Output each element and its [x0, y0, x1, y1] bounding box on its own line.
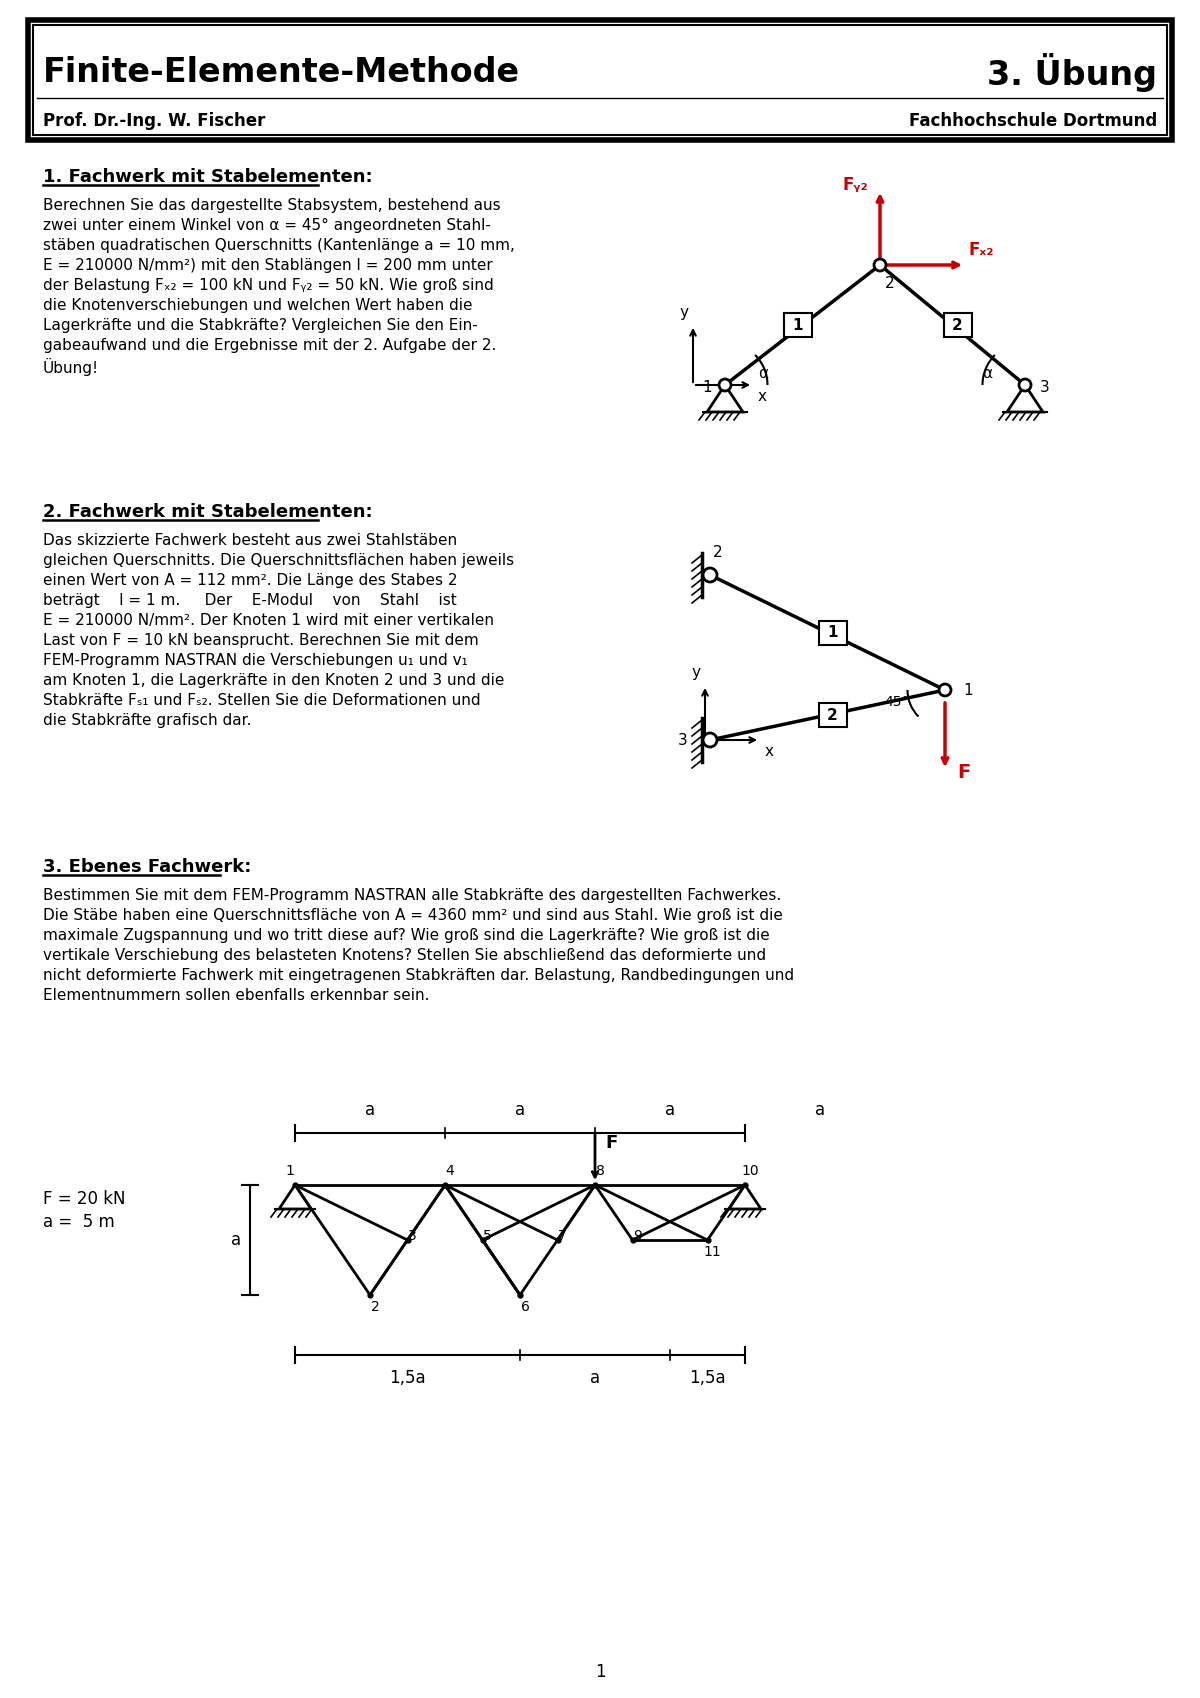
Text: 7: 7	[558, 1229, 566, 1243]
Text: 3: 3	[1040, 379, 1050, 394]
Circle shape	[704, 734, 716, 745]
Text: a: a	[230, 1231, 241, 1250]
Text: 1. Fachwerk mit Stabelementen:: 1. Fachwerk mit Stabelementen:	[43, 168, 373, 187]
FancyBboxPatch shape	[784, 312, 811, 336]
Text: Fₓ₂: Fₓ₂	[968, 241, 994, 260]
Text: 3: 3	[408, 1229, 416, 1243]
Text: 2: 2	[886, 275, 895, 290]
FancyBboxPatch shape	[818, 703, 846, 727]
Text: Stabkräfte Fₛ₁ und Fₛ₂. Stellen Sie die Deformationen und: Stabkräfte Fₛ₁ und Fₛ₂. Stellen Sie die …	[43, 693, 481, 708]
Text: 9: 9	[634, 1229, 642, 1243]
Text: 4: 4	[445, 1165, 455, 1178]
Text: 3: 3	[678, 732, 688, 747]
Text: E = 210000 N/mm². Der Knoten 1 wird mit einer vertikalen: E = 210000 N/mm². Der Knoten 1 wird mit …	[43, 613, 494, 628]
Text: 2: 2	[827, 708, 838, 723]
Text: 1: 1	[827, 625, 838, 640]
Circle shape	[703, 569, 718, 582]
Text: E = 210000 N/mm²) mit den Stablängen l = 200 mm unter: E = 210000 N/mm²) mit den Stablängen l =…	[43, 258, 493, 273]
Text: 1,5a: 1,5a	[389, 1369, 426, 1387]
Text: Prof. Dr.-Ing. W. Fischer: Prof. Dr.-Ing. W. Fischer	[43, 112, 265, 131]
Text: α: α	[758, 365, 768, 380]
Text: Last von F = 10 kN beansprucht. Berechnen Sie mit dem: Last von F = 10 kN beansprucht. Berechne…	[43, 633, 479, 649]
Text: gabeaufwand und die Ergebnisse mit der 2. Aufgabe der 2.: gabeaufwand und die Ergebnisse mit der 2…	[43, 338, 497, 353]
Text: beträgt    l = 1 m.     Der    E-Modul    von    Stahl    ist: beträgt l = 1 m. Der E-Modul von Stahl i…	[43, 593, 457, 608]
Text: F: F	[958, 762, 971, 781]
Text: 8: 8	[595, 1165, 605, 1178]
Text: einen Wert von A = 112 mm². Die Länge des Stabes 2: einen Wert von A = 112 mm². Die Länge de…	[43, 572, 457, 588]
Text: F = 20 kN: F = 20 kN	[43, 1190, 126, 1207]
Text: Berechnen Sie das dargestellte Stabsystem, bestehend aus: Berechnen Sie das dargestellte Stabsyste…	[43, 199, 500, 212]
Text: Bestimmen Sie mit dem FEM-Programm NASTRAN alle Stabkräfte des dargestellten Fac: Bestimmen Sie mit dem FEM-Programm NASTR…	[43, 888, 781, 903]
Polygon shape	[1007, 385, 1043, 413]
FancyBboxPatch shape	[943, 312, 972, 336]
Text: 2: 2	[371, 1301, 379, 1314]
Text: Elementnummern sollen ebenfalls erkennbar sein.: Elementnummern sollen ebenfalls erkennba…	[43, 988, 430, 1004]
Text: der Belastung Fₓ₂ = 100 kN und Fᵧ₂ = 50 kN. Wie groß sind: der Belastung Fₓ₂ = 100 kN und Fᵧ₂ = 50 …	[43, 278, 493, 294]
Text: nicht deformierte Fachwerk mit eingetragenen Stabkräften dar. Belastung, Randbed: nicht deformierte Fachwerk mit eingetrag…	[43, 968, 794, 983]
Text: 1: 1	[702, 379, 712, 394]
Text: a: a	[590, 1369, 600, 1387]
Circle shape	[704, 569, 716, 581]
Text: Lagerkräfte und die Stabkräfte? Vergleichen Sie den Ein-: Lagerkräfte und die Stabkräfte? Vergleic…	[43, 318, 478, 333]
Text: y: y	[692, 666, 701, 679]
Text: 2. Fachwerk mit Stabelementen:: 2. Fachwerk mit Stabelementen:	[43, 503, 373, 521]
Circle shape	[719, 379, 731, 391]
Text: x: x	[758, 389, 767, 404]
Text: 45°: 45°	[884, 694, 910, 710]
Text: 1,5a: 1,5a	[689, 1369, 726, 1387]
Text: gleichen Querschnitts. Die Querschnittsflächen haben jeweils: gleichen Querschnitts. Die Querschnittsf…	[43, 554, 514, 569]
Text: 1: 1	[286, 1165, 294, 1178]
Circle shape	[874, 260, 886, 272]
Text: 10: 10	[742, 1165, 758, 1178]
Text: a: a	[515, 1100, 526, 1119]
Text: 1: 1	[792, 318, 803, 333]
Text: a: a	[665, 1100, 676, 1119]
Text: die Knotenverschiebungen und welchen Wert haben die: die Knotenverschiebungen und welchen Wer…	[43, 299, 473, 312]
Text: 5: 5	[484, 1229, 492, 1243]
Text: stäben quadratischen Querschnitts (Kantenlänge a = 10 mm,: stäben quadratischen Querschnitts (Kante…	[43, 238, 515, 253]
Text: vertikale Verschiebung des belasteten Knotens? Stellen Sie abschließend das defo: vertikale Verschiebung des belasteten Kn…	[43, 947, 766, 963]
Bar	[34, 25, 1166, 136]
Text: α: α	[982, 365, 992, 380]
FancyBboxPatch shape	[818, 620, 846, 645]
Text: die Stabkräfte grafisch dar.: die Stabkräfte grafisch dar.	[43, 713, 252, 728]
Text: 2: 2	[713, 545, 722, 560]
Text: 2: 2	[952, 318, 962, 333]
Text: 6: 6	[521, 1301, 529, 1314]
Text: 3. Übung: 3. Übung	[986, 53, 1157, 92]
Polygon shape	[707, 385, 743, 413]
Text: 1: 1	[595, 1662, 605, 1681]
Text: FEM-Programm NASTRAN die Verschiebungen u₁ und v₁: FEM-Programm NASTRAN die Verschiebungen …	[43, 654, 468, 667]
Text: 3. Ebenes Fachwerk:: 3. Ebenes Fachwerk:	[43, 857, 251, 876]
Text: F: F	[605, 1134, 617, 1151]
Circle shape	[703, 734, 718, 747]
Text: 1: 1	[964, 683, 973, 698]
Text: Fᵧ₂: Fᵧ₂	[842, 177, 868, 194]
Polygon shape	[730, 1185, 761, 1209]
Text: 11: 11	[703, 1245, 721, 1258]
Text: a =  5 m: a = 5 m	[43, 1212, 115, 1231]
Circle shape	[940, 684, 952, 696]
Text: Die Stäbe haben eine Querschnittsfläche von A = 4360 mm² und sind aus Stahl. Wie: Die Stäbe haben eine Querschnittsfläche …	[43, 908, 782, 924]
Text: Fachhochschule Dortmund: Fachhochschule Dortmund	[908, 112, 1157, 131]
Circle shape	[1019, 379, 1031, 391]
Text: maximale Zugspannung und wo tritt diese auf? Wie groß sind die Lagerkräfte? Wie : maximale Zugspannung und wo tritt diese …	[43, 929, 769, 942]
Text: Finite-Elemente-Methode: Finite-Elemente-Methode	[43, 56, 520, 88]
Text: zwei unter einem Winkel von α = 45° angeordneten Stahl-: zwei unter einem Winkel von α = 45° ange…	[43, 217, 491, 233]
Text: x: x	[766, 744, 774, 759]
Text: Das skizzierte Fachwerk besteht aus zwei Stahlstäben: Das skizzierte Fachwerk besteht aus zwei…	[43, 533, 457, 548]
Text: Übung!: Übung!	[43, 358, 98, 375]
Bar	[28, 20, 1172, 139]
Text: a: a	[815, 1100, 826, 1119]
Text: a: a	[365, 1100, 376, 1119]
Text: y: y	[680, 306, 689, 319]
Text: am Knoten 1, die Lagerkräfte in den Knoten 2 und 3 und die: am Knoten 1, die Lagerkräfte in den Knot…	[43, 672, 504, 688]
Polygon shape	[278, 1185, 311, 1209]
